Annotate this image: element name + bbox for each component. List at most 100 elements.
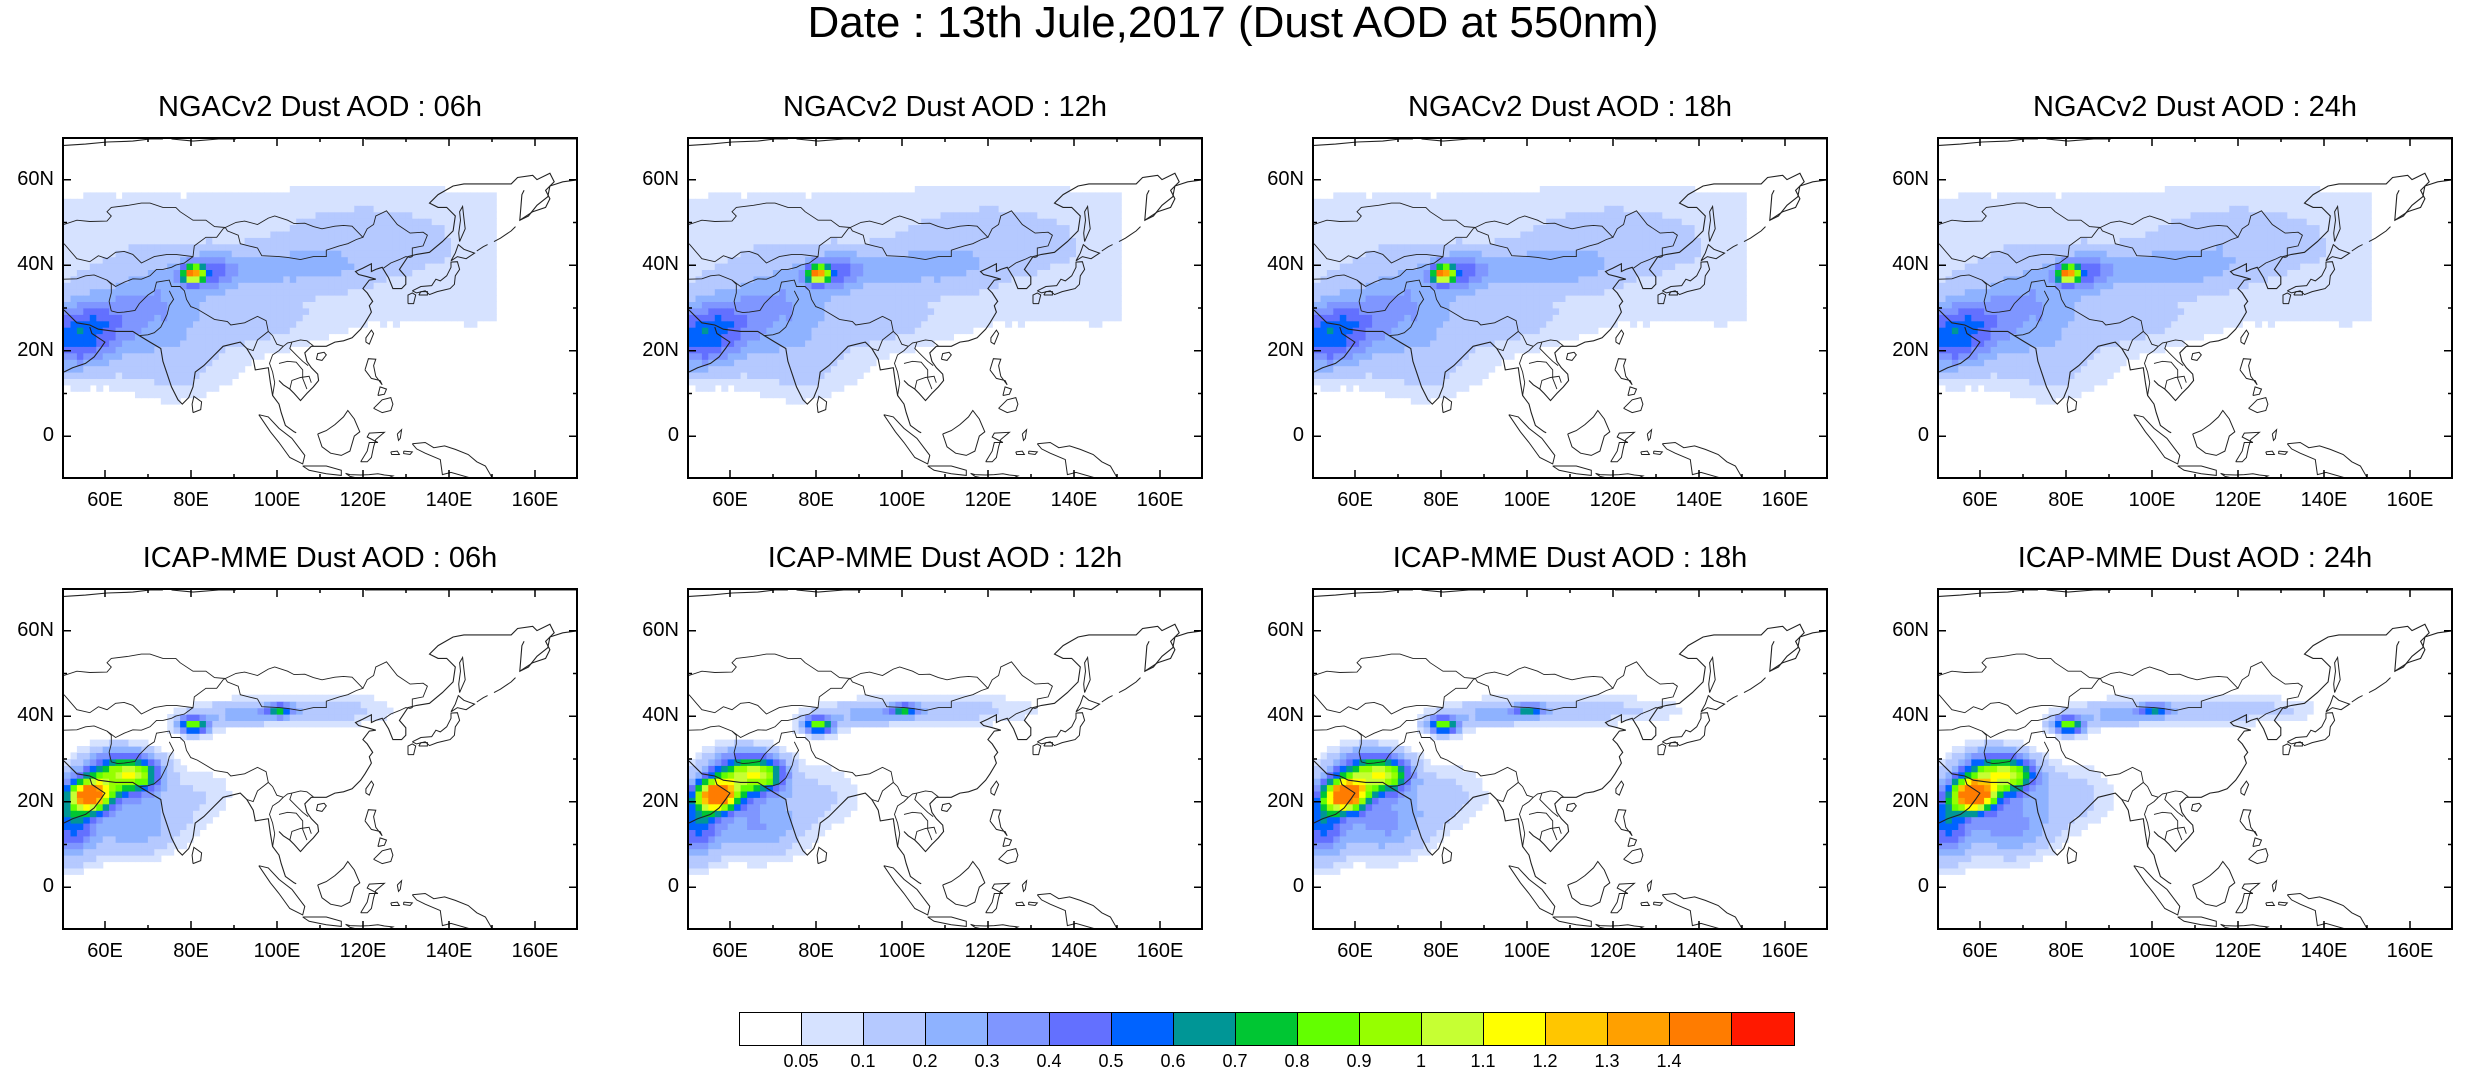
lat-label: 60N [1254,619,1304,642]
lat-label: 20N [1879,790,1929,813]
colorbar-label: 0.6 [1143,1051,1203,1072]
lon-label: 100E [862,940,942,963]
lat-label: 20N [629,790,679,813]
lat-label: 40N [629,253,679,276]
lat-label: 20N [4,339,54,362]
lon-label: 140E [409,489,489,512]
colorbar-label: 1.1 [1453,1051,1513,1072]
colorbar-label: 0.4 [1019,1051,1079,1072]
lon-label: 160E [495,940,575,963]
lon-label: 80E [776,489,856,512]
lon-label: 120E [948,940,1028,963]
colorbar-swatch [1731,1012,1795,1046]
colorbar-swatch [1669,1012,1733,1046]
axis-ticks [1302,578,1838,940]
lon-label: 100E [2112,489,2192,512]
axis-ticks [1302,127,1838,489]
lon-label: 60E [1315,940,1395,963]
lat-label: 40N [1254,704,1304,727]
lon-label: 140E [1659,489,1739,512]
axis-ticks [1927,127,2463,489]
lat-label: 20N [4,790,54,813]
lon-label: 100E [862,489,942,512]
lon-label: 60E [65,489,145,512]
lat-label: 0 [1254,424,1304,447]
lon-label: 140E [2284,940,2364,963]
lon-label: 60E [65,940,145,963]
lat-label: 20N [1254,339,1304,362]
lon-label: 80E [1401,940,1481,963]
panel-title: ICAP-MME Dust AOD : 24h [1935,542,2455,575]
lon-label: 120E [948,489,1028,512]
colorbar-swatch [987,1012,1051,1046]
colorbar-swatch [1421,1012,1485,1046]
lon-label: 100E [1487,940,1567,963]
lat-label: 0 [1879,424,1929,447]
lat-label: 0 [4,424,54,447]
lon-label: 140E [409,940,489,963]
lon-label: 100E [237,489,317,512]
lat-label: 60N [629,619,679,642]
colorbar-label: 1 [1391,1051,1451,1072]
lon-label: 160E [2370,489,2450,512]
colorbar-swatch [1235,1012,1299,1046]
colorbar-swatch [739,1012,803,1046]
lat-label: 0 [629,875,679,898]
colorbar-label: 0.8 [1267,1051,1327,1072]
colorbar-label: 0.1 [833,1051,893,1072]
lat-label: 40N [1879,253,1929,276]
axis-ticks [1927,578,2463,940]
lon-label: 120E [323,489,403,512]
lon-label: 140E [1034,940,1114,963]
panel-title: NGACv2 Dust AOD : 12h [685,91,1205,124]
colorbar-swatch [863,1012,927,1046]
lon-label: 60E [690,940,770,963]
lat-label: 60N [629,168,679,191]
colorbar-swatch [1359,1012,1423,1046]
lon-label: 140E [2284,489,2364,512]
lat-label: 60N [4,619,54,642]
lon-label: 80E [2026,940,2106,963]
lat-label: 40N [1879,704,1929,727]
panel-title: ICAP-MME Dust AOD : 18h [1310,542,1830,575]
panel-title: ICAP-MME Dust AOD : 12h [685,542,1205,575]
lat-label: 20N [1879,339,1929,362]
colorbar-swatch [1049,1012,1113,1046]
colorbar-label: 0.05 [771,1051,831,1072]
lon-label: 160E [1120,489,1200,512]
lon-label: 120E [2198,940,2278,963]
panel-title: NGACv2 Dust AOD : 06h [60,91,580,124]
lon-label: 120E [1573,489,1653,512]
lon-label: 80E [151,489,231,512]
lon-label: 80E [151,940,231,963]
lon-label: 160E [2370,940,2450,963]
panel-title: ICAP-MME Dust AOD : 06h [60,542,580,575]
colorbar-label: 1.4 [1639,1051,1699,1072]
lon-label: 120E [1573,940,1653,963]
lon-label: 80E [1401,489,1481,512]
axis-ticks [677,578,1213,940]
colorbar-label: 0.7 [1205,1051,1265,1072]
lon-label: 140E [1034,489,1114,512]
colorbar-label: 1.2 [1515,1051,1575,1072]
lat-label: 40N [629,704,679,727]
axis-ticks [52,578,588,940]
colorbar-swatch [1607,1012,1671,1046]
colorbar-label: 1.3 [1577,1051,1637,1072]
colorbar-swatch [1545,1012,1609,1046]
axis-ticks [677,127,1213,489]
colorbar-swatch [925,1012,989,1046]
lon-label: 120E [323,940,403,963]
lat-label: 60N [1879,619,1929,642]
colorbar-swatch [1173,1012,1237,1046]
colorbar-swatch [1297,1012,1361,1046]
lon-label: 60E [1940,489,2020,512]
lat-label: 40N [4,704,54,727]
colorbar-label: 0.3 [957,1051,1017,1072]
colorbar [739,1012,1793,1046]
panel-title: NGACv2 Dust AOD : 18h [1310,91,1830,124]
lat-label: 0 [1879,875,1929,898]
lon-label: 100E [1487,489,1567,512]
colorbar-label: 0.2 [895,1051,955,1072]
lat-label: 0 [629,424,679,447]
